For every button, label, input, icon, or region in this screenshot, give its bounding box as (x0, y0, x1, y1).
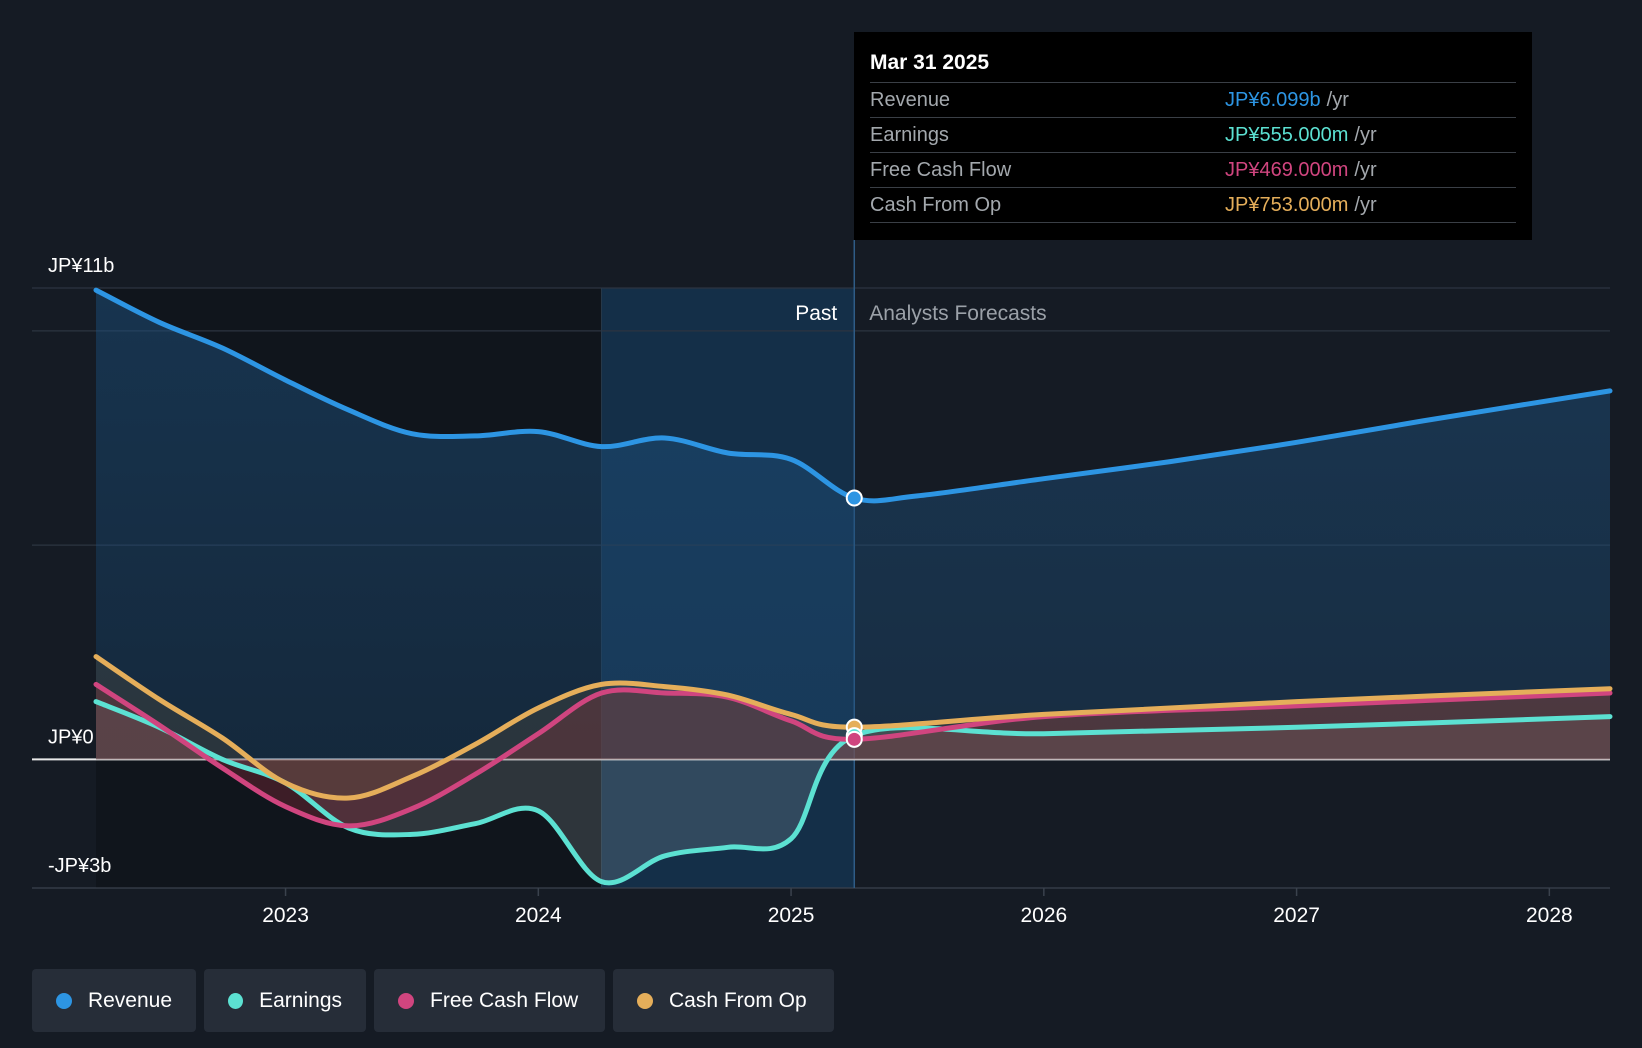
y-label-top: JP¥11b (48, 255, 114, 277)
tooltip-unit: /yr (1326, 88, 1349, 111)
legend-label: Free Cash Flow (430, 988, 579, 1012)
legend-label: Revenue (87, 988, 172, 1012)
tooltip: Mar 31 2025 Revenue JP¥6.099b /yr Earnin… (854, 32, 1532, 240)
legend-item-revenue[interactable]: Revenue (32, 969, 196, 1032)
area-free-cash-flow (96, 684, 1610, 826)
financial-chart: JP¥11b JP¥0 -JP¥3b Past Analysts Forecasts 20… (32, 240, 1613, 927)
legend-dot-icon (56, 992, 72, 1009)
legend-label: Earnings (259, 988, 342, 1012)
x-tick-label: 2028 (1526, 904, 1573, 927)
area-revenue (96, 290, 1610, 760)
tooltip-row-cash-from-op: Cash From Op JP¥753.000m /yr (870, 187, 1516, 223)
x-tick-label: 2025 (768, 904, 815, 927)
x-tick-label: 2026 (1020, 904, 1067, 927)
x-tick-label: 2023 (262, 904, 309, 927)
tooltip-value: JP¥555.000m (1225, 123, 1349, 146)
marker-revenue (845, 489, 863, 507)
legend-dot-icon (228, 992, 244, 1009)
legend-item-cash-from-op[interactable]: Cash From Op (613, 969, 834, 1032)
y-label-bottom: -JP¥3b (48, 855, 111, 877)
tooltip-row-free-cash-flow: Free Cash Flow JP¥469.000m /yr (870, 152, 1516, 187)
legend-label: Cash From Op (669, 988, 807, 1012)
y-label-zero: JP¥0 (48, 726, 94, 748)
tooltip-value: JP¥753.000m (1225, 193, 1349, 216)
marker-free-cash-flow (845, 730, 863, 748)
tooltip-date: Mar 31 2025 (870, 51, 990, 74)
area-earnings (96, 701, 1610, 883)
tooltip-label: Free Cash Flow (870, 158, 1012, 181)
legend-dot-icon (398, 992, 414, 1009)
tooltip-unit: /yr (1354, 193, 1377, 216)
tooltip-label: Revenue (870, 88, 951, 111)
legend-item-free-cash-flow[interactable]: Free Cash Flow (374, 969, 605, 1032)
tooltip-value: JP¥469.000m (1225, 158, 1349, 181)
legend-dot-icon (637, 992, 653, 1009)
series-line-revenue (93, 287, 1613, 504)
tooltip-row-earnings: Earnings JP¥555.000m /yr (870, 117, 1516, 152)
x-tick-label: 2027 (1273, 904, 1320, 927)
tooltip-row-revenue: Revenue JP¥6.099b /yr (870, 82, 1516, 117)
forecast-label: Analysts Forecasts (869, 302, 1046, 325)
legend: Revenue Earnings Free Cash Flow Cash Fro… (32, 969, 834, 1032)
past-label: Past (795, 302, 837, 325)
legend-item-earnings[interactable]: Earnings (204, 969, 366, 1032)
series-line-cash-from-op (93, 654, 1613, 801)
x-tick-label: 2024 (515, 904, 562, 927)
tooltip-label: Cash From Op (870, 193, 1002, 216)
tooltip-label: Earnings (870, 123, 949, 146)
tooltip-value: JP¥6.099b (1225, 88, 1321, 111)
tooltip-unit: /yr (1354, 158, 1377, 181)
tooltip-unit: /yr (1354, 123, 1377, 146)
